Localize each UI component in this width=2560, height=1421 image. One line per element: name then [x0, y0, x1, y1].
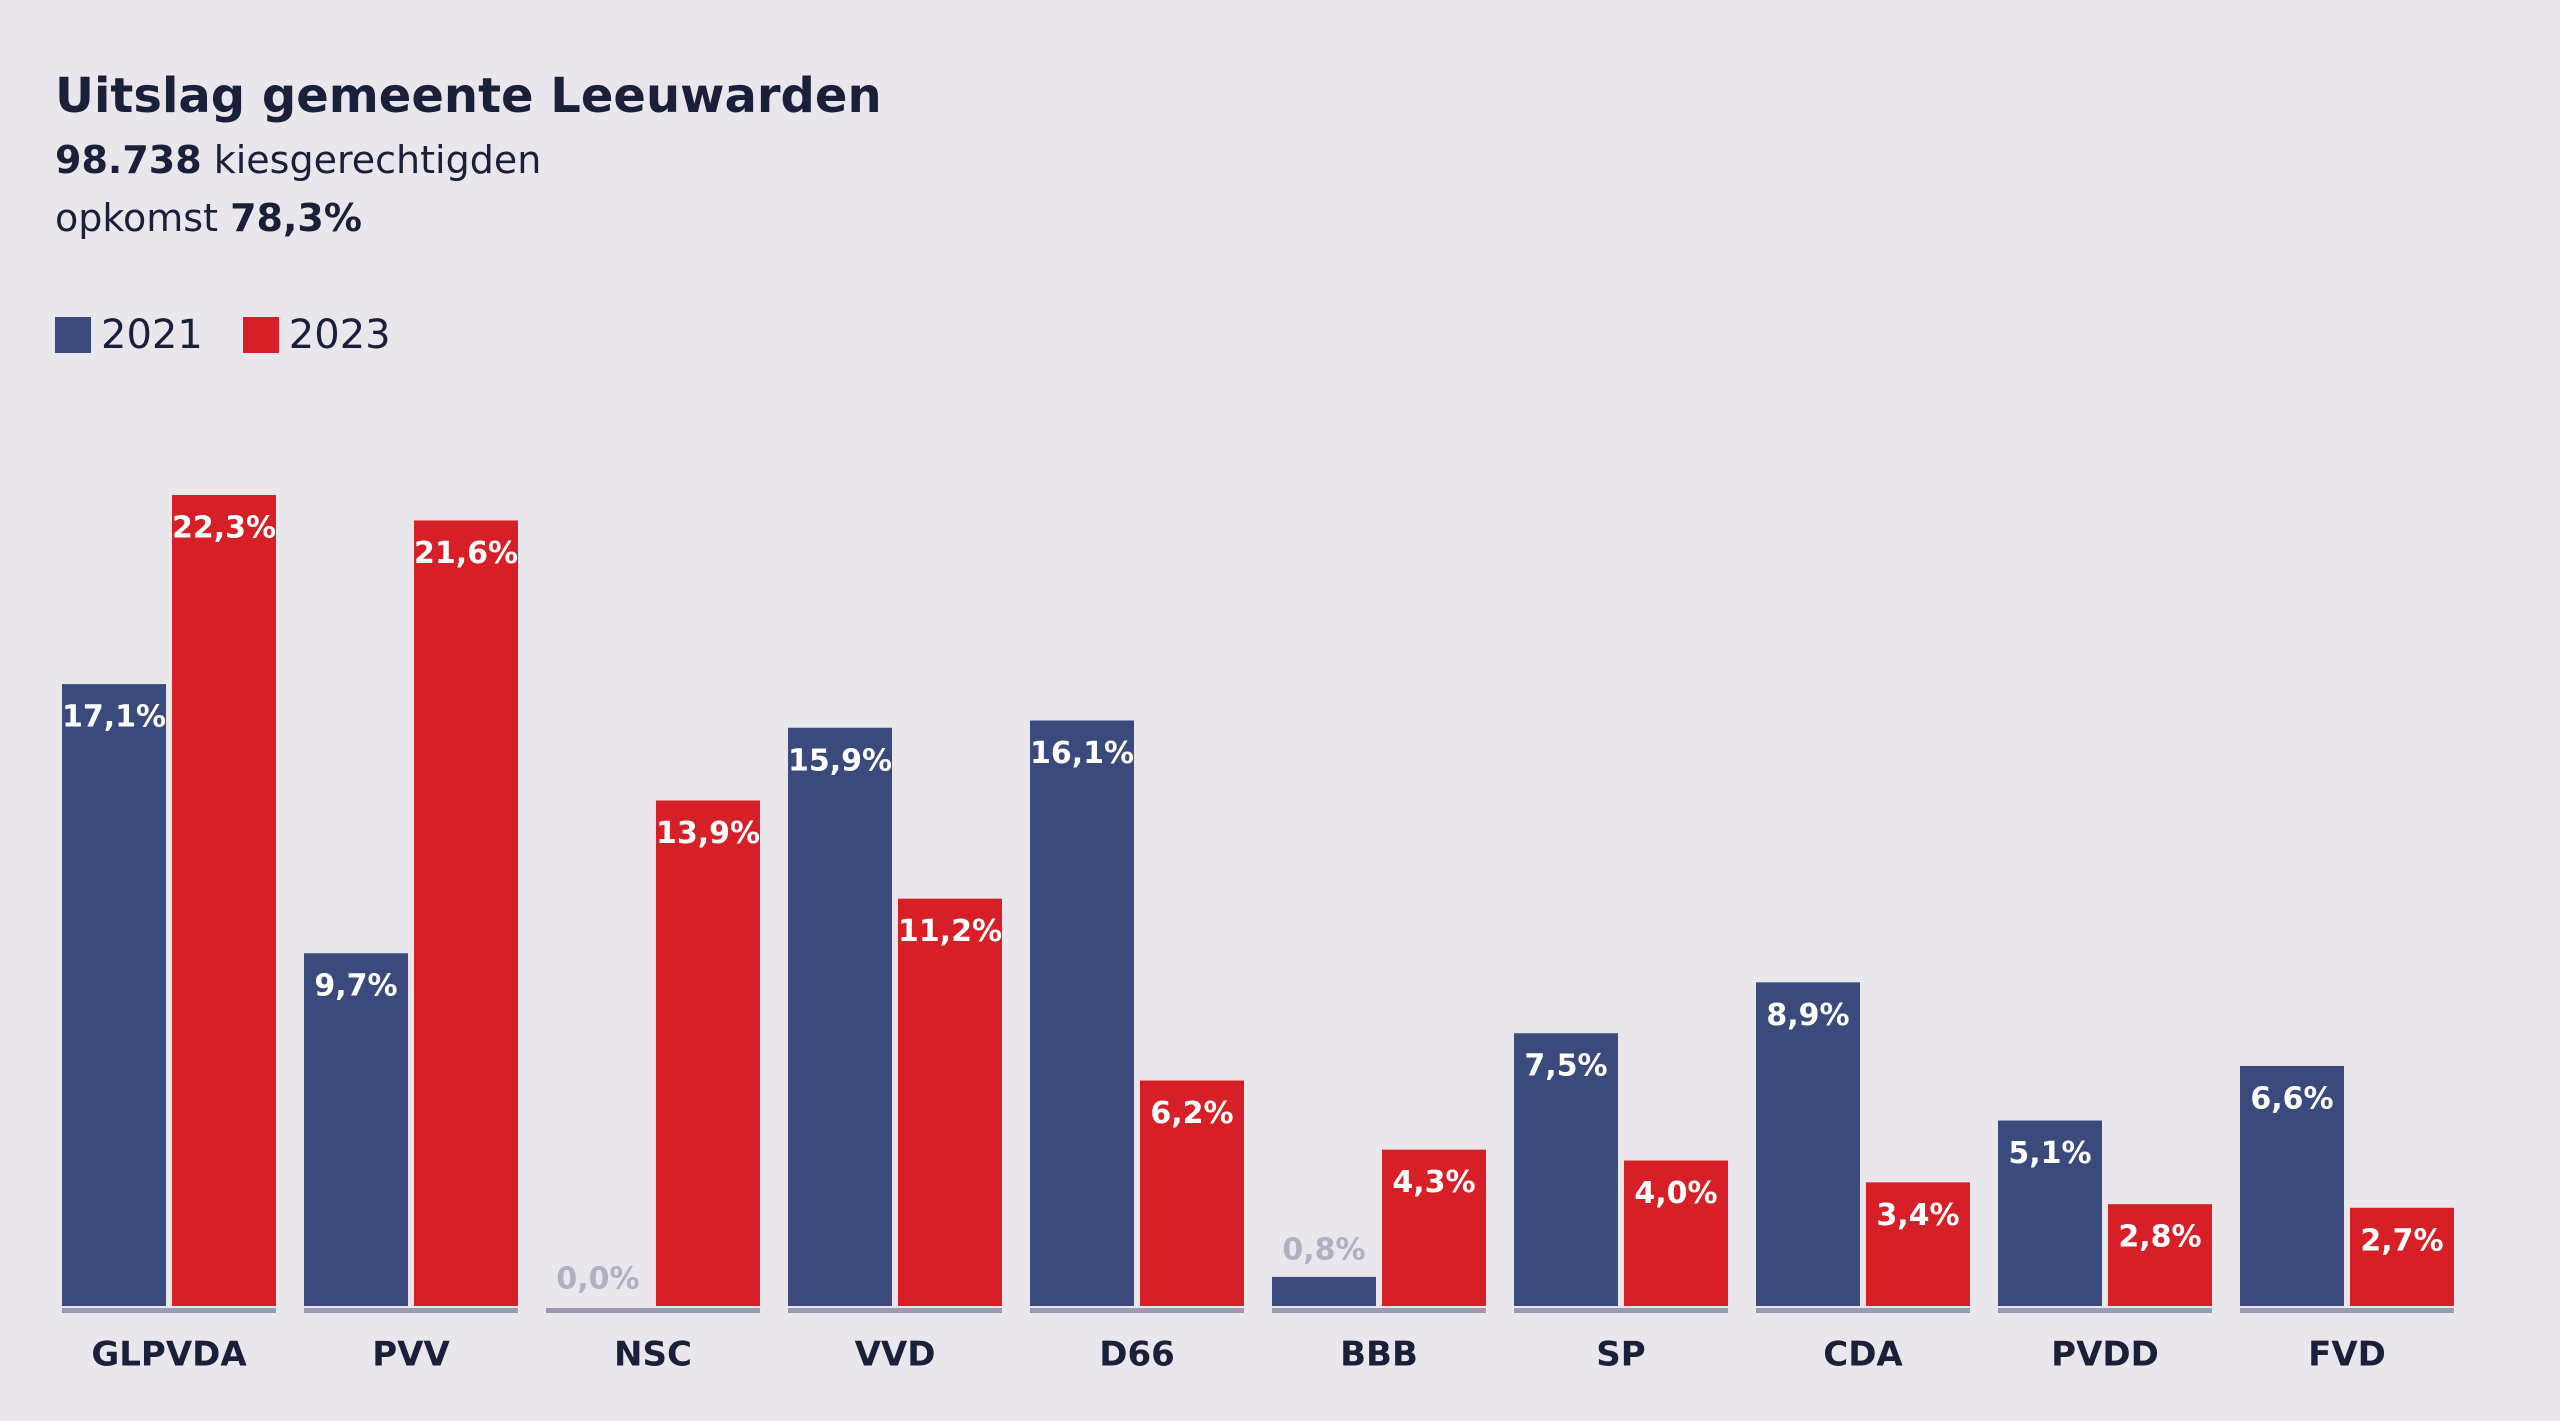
x-tick-label: CDA — [1823, 1335, 1903, 1375]
value-label: 8,9% — [1766, 998, 1849, 1033]
legend-entry: 2021 — [55, 312, 203, 358]
legend: 2021 2023 — [55, 312, 391, 358]
bar — [1756, 982, 1860, 1306]
bar — [1382, 1149, 1486, 1306]
baseline — [1756, 1308, 1970, 1313]
value-label: 16,1% — [1030, 736, 1134, 771]
legend-swatch — [242, 317, 279, 353]
baseline — [2240, 1308, 2454, 1313]
value-label: 21,6% — [414, 536, 518, 571]
x-tick-label: PVV — [372, 1335, 450, 1375]
x-tick-label: NSC — [614, 1335, 692, 1375]
bar — [172, 495, 276, 1306]
x-tick-label: FVD — [2308, 1335, 2386, 1375]
baseline — [788, 1308, 1002, 1313]
bar — [62, 684, 166, 1306]
value-label: 4,0% — [1634, 1176, 1717, 1211]
baseline — [1998, 1308, 2212, 1313]
value-label: 2,7% — [2360, 1223, 2443, 1258]
eligible-label: kiesgerechtigden — [213, 138, 542, 182]
legend-swatch — [55, 317, 91, 353]
bar — [656, 800, 760, 1306]
value-label: 17,1% — [62, 700, 166, 735]
legend-label: 2023 — [288, 312, 391, 358]
value-label: 6,2% — [1150, 1096, 1233, 1131]
bar — [414, 520, 518, 1306]
value-label: 2,8% — [2118, 1220, 2201, 1255]
bar — [1272, 1276, 1376, 1306]
bar — [1030, 720, 1134, 1306]
bar — [2240, 1065, 2344, 1306]
value-label: 15,9% — [788, 743, 892, 778]
value-label: 13,9% — [656, 816, 760, 851]
value-label: 6,6% — [2250, 1081, 2333, 1116]
bar — [898, 898, 1002, 1306]
value-label: 4,3% — [1392, 1165, 1475, 1200]
bar — [1998, 1120, 2102, 1306]
bar — [2108, 1204, 2212, 1306]
baseline — [1030, 1308, 1244, 1313]
value-label: 0,8% — [1282, 1232, 1365, 1267]
baseline — [1514, 1308, 1728, 1313]
x-tick-label: BBB — [1340, 1335, 1418, 1375]
turnout: 78,3% — [230, 196, 362, 240]
eligible-voters: 98.738 — [55, 138, 202, 182]
value-label: 9,7% — [314, 969, 397, 1004]
bar — [1514, 1033, 1618, 1306]
baseline — [546, 1308, 760, 1313]
value-label: 3,4% — [1876, 1198, 1959, 1233]
legend-label: 2021 — [101, 312, 203, 358]
value-label: 7,5% — [1524, 1049, 1607, 1084]
baseline — [62, 1308, 276, 1313]
bar — [2350, 1207, 2454, 1306]
baseline — [1272, 1308, 1486, 1313]
baseline — [304, 1308, 518, 1313]
value-label: 11,2% — [898, 914, 1002, 949]
turnout-label: opkomst — [55, 196, 218, 240]
bar — [1140, 1080, 1244, 1306]
legend-entry: 2023 — [242, 312, 391, 358]
bar — [1866, 1182, 1970, 1306]
subtitle: 98.738 kiesgerechtigden — [55, 138, 882, 182]
chart-title: Uitslag gemeente Leeuwarden — [55, 68, 882, 124]
x-tick-label: PVDD — [2051, 1335, 2159, 1375]
x-tick-label: GLPVDA — [91, 1335, 247, 1375]
value-label: 22,3% — [172, 511, 276, 546]
bar — [788, 727, 892, 1306]
value-label: 5,1% — [2008, 1136, 2091, 1171]
bar — [304, 953, 408, 1306]
value-label: 0,0% — [556, 1262, 639, 1297]
header: Uitslag gemeente Leeuwarden 98.738 kiesg… — [55, 68, 882, 254]
x-tick-label: SP — [1596, 1335, 1645, 1375]
x-tick-label: VVD — [855, 1335, 936, 1375]
bar — [1624, 1160, 1728, 1306]
x-tick-label: D66 — [1099, 1335, 1175, 1375]
subtitle: opkomst 78,3% — [55, 196, 882, 240]
